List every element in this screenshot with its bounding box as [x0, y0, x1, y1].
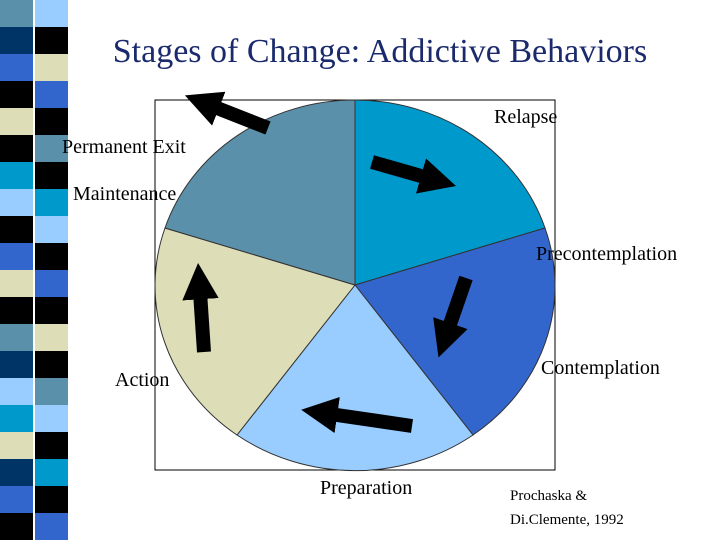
arrow — [301, 397, 414, 434]
strip-block — [0, 297, 33, 324]
citation: Prochaska & — [510, 488, 587, 504]
strip-block — [35, 135, 68, 162]
stage-label: Preparation — [320, 477, 412, 499]
strip-block — [35, 54, 68, 81]
arrow — [182, 262, 219, 353]
side-strip — [0, 0, 68, 540]
stage-label: Contemplation — [541, 357, 660, 379]
stage-label: Permanent Exit — [62, 136, 186, 158]
arrows — [182, 91, 473, 434]
strip-block — [0, 324, 33, 351]
strip-block — [35, 27, 68, 54]
citation: Di.Clemente, 1992 — [510, 512, 624, 528]
strip-block — [35, 189, 68, 216]
strip-block — [0, 189, 33, 216]
strip-block — [0, 216, 33, 243]
strip-block — [35, 486, 68, 513]
strip-block — [0, 162, 33, 189]
strip-block — [0, 486, 33, 513]
title: Stages of Change: Addictive Behaviors — [113, 33, 647, 70]
strip-block — [0, 243, 33, 270]
strip-block — [0, 27, 33, 54]
strip-block — [0, 108, 33, 135]
strip-block — [35, 324, 68, 351]
strip-block — [0, 405, 33, 432]
slice-maintenance — [164, 99, 356, 286]
stage-label: Action — [115, 369, 169, 391]
strip-block — [0, 270, 33, 297]
strip-block — [35, 459, 68, 486]
strip-block — [0, 459, 33, 486]
strip-block — [35, 432, 68, 459]
slice-preparation — [236, 284, 474, 472]
stage-label: Precontemplation — [536, 243, 677, 265]
arrow — [433, 275, 473, 358]
strip-block — [35, 351, 68, 378]
strip-block — [35, 216, 68, 243]
strip-block — [35, 162, 68, 189]
strip-block — [0, 513, 33, 540]
strip-block — [0, 378, 33, 405]
strip-block — [35, 378, 68, 405]
strip-block — [35, 405, 68, 432]
strip-block — [35, 243, 68, 270]
strip-block — [0, 0, 33, 27]
strip-block — [0, 54, 33, 81]
strip-block — [0, 432, 33, 459]
strip-block — [35, 513, 68, 540]
strip-block — [0, 135, 33, 162]
strip-block — [35, 297, 68, 324]
strip-block — [35, 108, 68, 135]
stage-label: Relapse — [494, 106, 557, 128]
strip-block — [0, 351, 33, 378]
strip-block — [35, 270, 68, 297]
arrow — [184, 91, 271, 135]
arrow — [370, 155, 456, 194]
strip-block — [35, 0, 68, 27]
strip-block — [0, 81, 33, 108]
stage-label: Maintenance — [73, 183, 176, 205]
strip-block — [35, 81, 68, 108]
